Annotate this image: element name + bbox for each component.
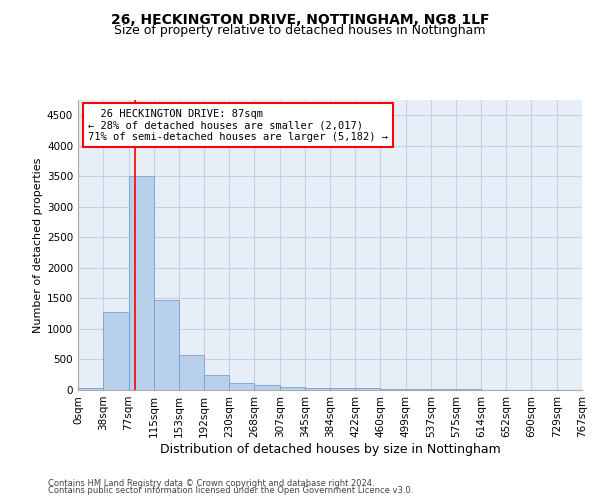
Text: Contains public sector information licensed under the Open Government Licence v3: Contains public sector information licen…	[48, 486, 413, 495]
Text: Size of property relative to detached houses in Nottingham: Size of property relative to detached ho…	[114, 24, 486, 37]
Bar	[355, 388, 380, 390]
Y-axis label: Number of detached properties: Number of detached properties	[33, 158, 43, 332]
Bar	[103, 312, 128, 390]
Bar	[204, 376, 229, 390]
Text: 26, HECKINGTON DRIVE, NOTTINGHAM, NG8 1LF: 26, HECKINGTON DRIVE, NOTTINGHAM, NG8 1L…	[111, 12, 489, 26]
Bar	[128, 176, 154, 390]
Bar	[154, 300, 179, 390]
Bar	[78, 388, 103, 390]
Bar	[254, 385, 280, 390]
Text: Contains HM Land Registry data © Crown copyright and database right 2024.: Contains HM Land Registry data © Crown c…	[48, 478, 374, 488]
Bar	[179, 354, 204, 390]
Bar	[229, 384, 254, 390]
Text: 26 HECKINGTON DRIVE: 87sqm
← 28% of detached houses are smaller (2,017)
71% of s: 26 HECKINGTON DRIVE: 87sqm ← 28% of deta…	[88, 108, 388, 142]
Bar	[305, 388, 331, 390]
X-axis label: Distribution of detached houses by size in Nottingham: Distribution of detached houses by size …	[160, 442, 500, 456]
Bar	[380, 389, 406, 390]
Bar	[280, 386, 305, 390]
Bar	[406, 389, 431, 390]
Bar	[331, 388, 355, 390]
